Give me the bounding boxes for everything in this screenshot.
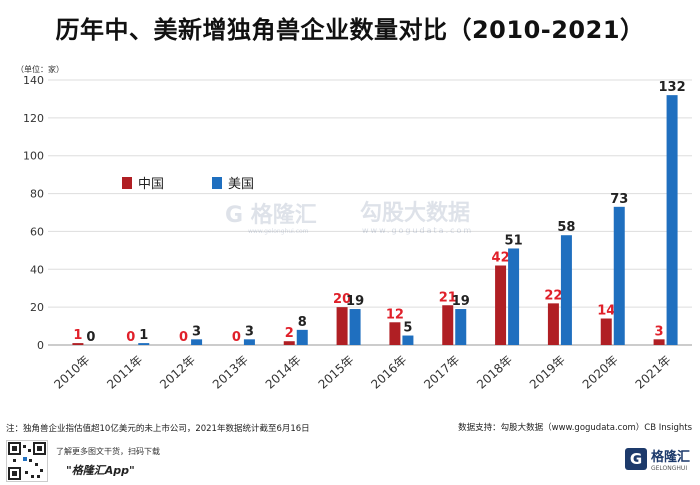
data-label-china: 0 [179,330,188,345]
bar-usa [613,206,625,345]
x-tick-label: 2021年 [633,353,674,392]
brand-mark-icon: G [624,448,647,470]
bar-usa [666,95,678,346]
x-tick-label: 2017年 [421,353,462,392]
legend-swatch-usa [212,177,222,189]
bar-usa [138,343,150,345]
bar-china [547,303,559,345]
data-label-china: 22 [544,288,562,303]
bar-usa [191,339,203,345]
data-label-usa: 58 [557,220,575,235]
bar-usa [560,235,572,345]
bar-china [72,343,84,345]
data-label-usa: 1 [139,328,148,343]
data-label-china: 3 [655,324,664,339]
x-tick-label: 2011年 [104,353,145,392]
qr-code-icon [6,440,48,482]
x-tick-label: 2018年 [474,353,515,392]
data-label-china: 0 [232,330,241,345]
legend-swatch-china [122,177,132,189]
watermark-partner: 勾股大数据 [360,200,470,226]
data-label-china: 0 [126,330,135,345]
data-label-china: 2 [285,326,294,341]
data-label-usa: 3 [245,324,254,339]
x-tick-label: 2012年 [157,353,198,392]
data-label-china: 12 [386,307,404,322]
data-label-usa: 73 [610,192,628,207]
legend-label-usa: 美国 [228,177,254,192]
y-tick-label: 40 [30,263,44,276]
bar-china [336,307,348,345]
y-tick-label: 0 [37,339,44,352]
footer-bar [0,436,700,485]
bar-china [283,341,295,345]
bar-usa [296,329,308,345]
data-label-china: 21 [439,290,457,305]
watermark-domain: www.gelonghui.com [248,228,309,235]
bar-china [653,339,665,345]
legend-label-china: 中国 [138,177,164,192]
data-label-china: 42 [492,251,510,266]
data-label-china: 20 [333,292,351,307]
app-name: "格隆汇App" [66,464,135,477]
y-tick-label: 60 [30,225,44,238]
x-tick-label: 2013年 [210,353,251,392]
brand-name: 格隆汇 [650,450,690,465]
data-label-usa: 5 [403,321,412,336]
y-tick-label: 80 [30,188,44,201]
brand-logo: G 格隆汇 GELONGHUI [624,446,690,472]
y-tick-label: 140 [23,74,44,87]
x-tick-label: 2020年 [580,353,621,392]
bar-usa [455,309,467,345]
watermark-partner-domain: www.gogudata.com [362,226,473,235]
x-tick-label: 2016年 [368,353,409,392]
bar-china [389,322,401,345]
data-label-usa: 8 [298,315,307,330]
x-tick-label: 2015年 [316,353,357,392]
x-tick-label: 2010年 [51,353,92,392]
x-tick-label: 2014年 [263,353,304,392]
y-tick-label: 120 [23,112,44,125]
data-label-usa: 19 [346,294,364,309]
data-label-usa: 132 [659,80,686,95]
bar-china [442,305,454,345]
bar-usa [243,339,255,345]
bar-usa [349,309,361,345]
data-label-usa: 0 [86,330,95,345]
data-source: 数据支持：勾股大数据（www.gogudata.com）CB Insights [458,423,692,433]
bar-usa [402,335,414,345]
x-tick-label: 2019年 [527,353,568,392]
bar-usa [508,248,520,345]
footnote: 注：独角兽企业指估值超10亿美元的未上市公司，2021年数据统计截至6月16日 [6,424,310,434]
data-label-usa: 3 [192,324,201,339]
data-label-usa: 19 [452,294,470,309]
bar-china [600,318,612,345]
brand-sub: GELONGHUI [650,465,688,472]
promo-text: 了解更多图文干货，扫码下载 [56,447,160,456]
data-label-usa: 51 [505,233,523,248]
unit-label: （单位：家） [16,65,64,74]
watermark-brand: G 格隆汇 [225,202,317,228]
data-label-china: 1 [73,328,82,343]
data-label-china: 14 [597,304,615,319]
y-tick-label: 20 [30,301,44,314]
chart-title: 历年中、美新增独角兽企业数量对比（2010-2021） [55,16,645,44]
y-tick-label: 100 [23,150,44,163]
bar-china [495,265,507,345]
